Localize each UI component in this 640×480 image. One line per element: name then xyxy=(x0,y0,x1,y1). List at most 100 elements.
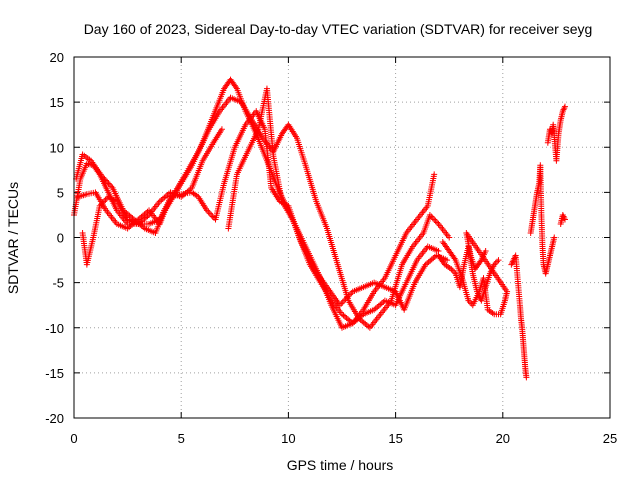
interpolated-marks xyxy=(351,284,365,294)
interpolated-marks xyxy=(126,217,140,231)
interpolated-marks xyxy=(383,284,397,294)
y-tick-label: -5 xyxy=(52,276,64,291)
interpolated-marks xyxy=(492,258,501,267)
interpolated-marks xyxy=(537,164,545,216)
x-tick-label: 5 xyxy=(178,431,185,446)
interpolated-marks xyxy=(196,195,209,212)
interpolated-marks xyxy=(307,263,323,284)
interpolated-marks xyxy=(404,258,420,284)
x-tick-label: 15 xyxy=(388,431,402,446)
x-tick-label: 0 xyxy=(70,431,77,446)
data-point xyxy=(444,257,451,264)
interpolated-marks xyxy=(200,141,216,162)
interpolated-marks xyxy=(493,311,502,318)
y-tick-label: 20 xyxy=(50,50,64,65)
interpolated-marks xyxy=(509,258,516,267)
interpolated-marks xyxy=(393,231,409,257)
interpolated-marks xyxy=(425,173,437,207)
x-axis-label: GPS time / hours xyxy=(287,457,394,473)
interpolated-marks xyxy=(318,281,334,302)
data-point xyxy=(431,171,438,178)
interpolated-marks xyxy=(207,109,222,131)
data-point xyxy=(98,173,105,180)
interpolated-marks xyxy=(270,155,285,203)
interpolated-marks xyxy=(329,299,344,316)
interpolated-marks xyxy=(278,199,290,209)
interpolated-marks xyxy=(221,146,238,185)
interpolated-marks xyxy=(463,232,474,257)
interpolated-marks xyxy=(547,127,555,136)
axis-ticks: 0 5 10 15 20 25 -20 -15 -10 -5 0 5 10 15 20 xyxy=(45,50,617,446)
interpolated-marks xyxy=(545,254,553,266)
interpolated-marks xyxy=(86,189,97,197)
interpolated-marks xyxy=(368,312,383,330)
interpolated-marks xyxy=(401,281,418,311)
interpolated-marks xyxy=(459,277,471,302)
x-tick-label: 20 xyxy=(496,431,510,446)
interpolated-marks xyxy=(157,195,173,226)
interpolated-marks xyxy=(234,150,250,176)
interpolated-marks xyxy=(473,258,484,271)
interpolated-marks xyxy=(447,249,458,262)
interpolated-marks xyxy=(519,326,527,343)
interpolated-marks xyxy=(143,226,157,236)
data-point xyxy=(561,216,568,223)
interpolated-marks xyxy=(479,249,488,262)
series-track-4 xyxy=(75,108,442,327)
interpolated-marks xyxy=(314,200,330,230)
interpolated-marks xyxy=(325,285,342,307)
interpolated-marks xyxy=(329,304,345,329)
interpolated-marks xyxy=(324,227,341,266)
interpolated-marks xyxy=(527,218,536,235)
interpolated-marks xyxy=(486,307,496,317)
x-tick-label: 10 xyxy=(281,431,295,446)
interpolated-marks xyxy=(81,152,93,163)
interpolated-marks xyxy=(183,150,201,176)
interpolated-marks xyxy=(218,96,233,113)
interpolated-marks xyxy=(189,159,205,189)
interpolated-marks xyxy=(100,174,115,190)
data-point xyxy=(495,257,502,264)
interpolated-marks xyxy=(232,123,248,149)
interpolated-marks xyxy=(555,119,564,135)
interpolated-marks xyxy=(254,109,267,131)
interpolated-marks xyxy=(205,208,218,221)
interpolated-marks xyxy=(382,254,398,280)
interpolated-marks xyxy=(480,277,491,311)
y-tick-label: 0 xyxy=(57,231,64,246)
data-point xyxy=(218,126,225,133)
interpolated-marks xyxy=(228,78,239,91)
x-tick-label: 25 xyxy=(603,431,617,446)
interpolated-marks xyxy=(303,164,319,203)
interpolated-marks xyxy=(136,213,151,226)
data-point xyxy=(561,103,568,110)
interpolated-marks xyxy=(73,153,86,180)
interpolated-marks xyxy=(158,190,172,204)
interpolated-marks xyxy=(211,87,227,117)
data-point xyxy=(482,248,489,255)
interpolated-marks xyxy=(361,290,377,311)
interpolated-marks xyxy=(211,127,224,145)
interpolated-marks xyxy=(553,132,562,162)
interpolated-marks xyxy=(560,213,568,221)
interpolated-marks xyxy=(296,236,313,266)
interpolated-marks xyxy=(470,290,482,307)
interpolated-marks xyxy=(538,214,546,248)
data-point xyxy=(446,234,453,241)
interpolated-marks xyxy=(338,290,355,307)
interpolated-marks xyxy=(93,191,109,212)
interpolated-marks xyxy=(426,244,440,254)
interpolated-marks xyxy=(383,298,397,308)
data-marks xyxy=(71,76,568,381)
interpolated-marks xyxy=(114,200,130,221)
interpolated-marks xyxy=(90,205,103,239)
interpolated-marks xyxy=(393,281,409,307)
interpolated-marks xyxy=(558,109,566,122)
interpolated-marks xyxy=(104,209,119,226)
series-track-3 xyxy=(79,85,451,313)
y-tick-label: -15 xyxy=(45,366,64,381)
interpolated-marks xyxy=(512,254,523,307)
interpolated-marks xyxy=(372,280,387,290)
interpolated-marks xyxy=(264,87,277,158)
